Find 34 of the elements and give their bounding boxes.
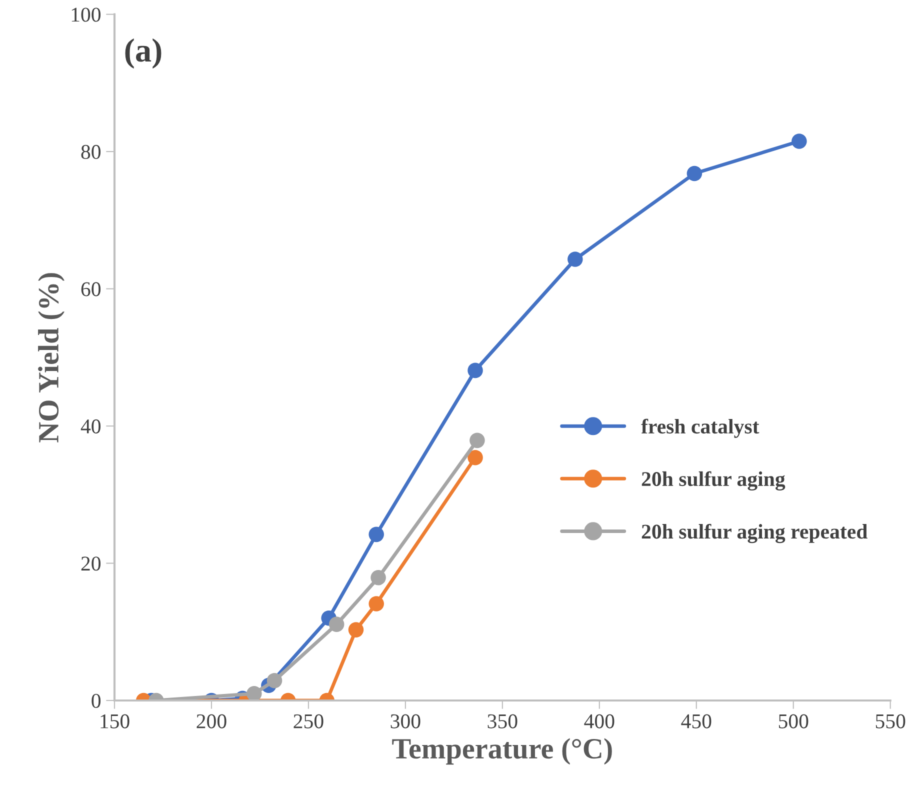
y-tick-label: 20 <box>81 556 101 571</box>
x-tick-label: 350 <box>488 714 518 728</box>
point <box>470 432 485 448</box>
x-tick-label: 550 <box>876 714 906 728</box>
point <box>370 570 386 586</box>
legend-label: 20h sulfur aging <box>642 471 786 490</box>
x-tick-label: 300 <box>390 714 420 728</box>
y-tick-label: 100 <box>72 8 101 22</box>
annotation: (a) <box>125 38 162 69</box>
y-tick-label: 80 <box>81 144 101 159</box>
point <box>468 362 483 378</box>
x-tick-label: 500 <box>778 714 808 728</box>
y-tick-label: 40 <box>80 419 101 434</box>
point <box>246 686 262 700</box>
x-axis-title: Temperature (°C) <box>392 738 612 765</box>
point <box>266 672 282 688</box>
x-tick-label: 150 <box>100 714 130 728</box>
y-tick-label: 0 <box>92 694 101 708</box>
x-tick-label: 250 <box>294 714 324 728</box>
point <box>368 526 384 542</box>
x-tick-label: 200 <box>196 714 226 728</box>
legend-label: fresh catalyst <box>641 418 760 438</box>
point <box>568 252 583 267</box>
legend-label: 20h sulfur aging repeated <box>642 524 868 544</box>
point <box>368 596 384 612</box>
point <box>792 134 807 149</box>
point <box>348 622 364 638</box>
point <box>686 166 702 182</box>
y-axis-title: NO Yield (%) <box>38 273 64 442</box>
point <box>328 616 344 632</box>
x-tick-label: 450 <box>681 714 712 728</box>
y-tick-label: 60 <box>81 282 101 296</box>
x-tick-label: 400 <box>584 714 614 728</box>
point <box>468 450 483 466</box>
